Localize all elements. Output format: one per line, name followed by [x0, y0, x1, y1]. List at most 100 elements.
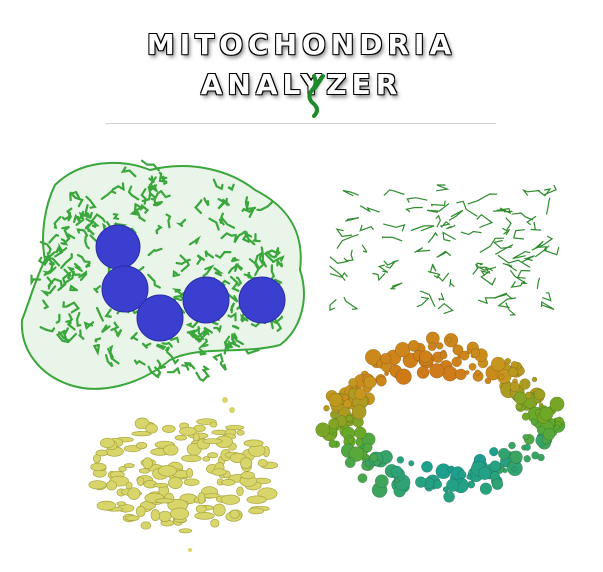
skeleton-branch [385, 262, 395, 269]
mito-fragment [272, 255, 285, 263]
mito-fragment [152, 202, 162, 207]
volume-blob [243, 439, 264, 447]
mito-fragment [43, 255, 51, 262]
colored-segment [533, 388, 546, 401]
colored-segment [380, 352, 392, 365]
skeleton-branch [494, 244, 514, 255]
colored-segment [419, 350, 433, 364]
volume-blob [124, 515, 140, 521]
mito-fragment [254, 254, 261, 276]
skeleton-branch [530, 221, 542, 231]
mito-fragment [213, 325, 222, 334]
volume-blob [162, 424, 176, 433]
skeleton-branch [502, 217, 512, 232]
skeleton-branch [512, 229, 525, 240]
mito-fragment [61, 225, 70, 239]
colored-segment [416, 366, 430, 379]
mito-fragment [84, 235, 90, 250]
skeleton-branch [436, 250, 452, 258]
colored-segment [315, 422, 331, 438]
skeleton-branch [497, 254, 531, 269]
skeleton-branch [511, 212, 534, 221]
volume-blob [88, 480, 107, 490]
skeleton-branch [361, 244, 368, 253]
mito-fragment [93, 285, 101, 294]
mito-fragment [202, 264, 215, 277]
skeleton-branch [436, 272, 450, 282]
mito-fragment [212, 178, 224, 191]
colored-segment [508, 367, 519, 378]
mito-fragment [190, 327, 206, 339]
colored-segment [446, 336, 452, 343]
mito-fragment [55, 329, 70, 344]
skeleton-branch [476, 262, 483, 270]
mito-fragment [171, 288, 184, 296]
mito-fragment [75, 311, 82, 327]
skeleton-branch [427, 270, 441, 279]
skeleton-branch [449, 279, 455, 288]
colored-segment [455, 368, 467, 381]
mito-fragment [229, 275, 240, 292]
mito-fragment [172, 269, 181, 278]
skeleton-render [329, 184, 560, 316]
mito-fragment [40, 285, 57, 297]
skeleton-branch [377, 264, 389, 273]
volume-blob [220, 494, 241, 505]
skeleton-branch [456, 200, 478, 217]
mito-fragment [130, 332, 139, 341]
mito-fragment [37, 256, 50, 267]
skeleton-branch [329, 256, 349, 264]
mito-fragment [203, 197, 210, 207]
mito-fragment [235, 263, 244, 271]
skeleton-branch [414, 247, 431, 254]
colored-segment [542, 427, 556, 441]
mito-fragment [242, 230, 256, 246]
colored-segment [362, 442, 373, 453]
skeleton-branch [536, 277, 540, 289]
mito-fragment [67, 301, 81, 314]
mito-fragment [91, 212, 106, 223]
mito-fragment [195, 326, 205, 341]
skeleton-branch [540, 300, 555, 310]
skeleton-branch [416, 296, 430, 308]
colored-segment [395, 368, 412, 385]
nucleus [182, 276, 230, 324]
volume-blob [154, 498, 174, 504]
skeleton-branch [537, 184, 557, 196]
mito-fragment [133, 359, 146, 366]
skeleton-branch [427, 231, 438, 244]
skeleton-branch [477, 297, 497, 305]
colored-segment [466, 473, 473, 480]
volume-blob [153, 482, 169, 488]
volume-blob [127, 487, 141, 500]
colored-segment [446, 478, 460, 492]
colored-segment [345, 414, 353, 423]
mito-fragment [224, 335, 231, 350]
colored-segment [344, 457, 356, 469]
mito-fragment [244, 196, 250, 209]
mito-fragment [212, 353, 224, 363]
mito-fragment [60, 238, 69, 246]
volume-blob [123, 463, 135, 468]
volume-blob [150, 509, 160, 522]
colored-segment [459, 350, 470, 361]
mito-fragment [92, 343, 100, 356]
skeleton-branch [437, 302, 454, 315]
volume-blob [174, 435, 188, 441]
volume-blob [195, 504, 207, 514]
volume-blob [134, 417, 150, 430]
mito-fragment [181, 362, 196, 370]
colored-segment [443, 490, 455, 503]
volume-blob [225, 424, 245, 431]
skeleton-branch [406, 197, 428, 203]
colored-segment [328, 392, 343, 407]
colored-segment [347, 437, 354, 444]
skeleton-branch [534, 240, 548, 248]
colored-segment [421, 460, 433, 473]
colored-segment [511, 466, 517, 472]
volume-speck [229, 407, 235, 413]
colored-segment [549, 396, 565, 412]
volume-blob [248, 507, 265, 515]
mito-fragment [66, 266, 81, 277]
mito-fragment [78, 270, 88, 281]
